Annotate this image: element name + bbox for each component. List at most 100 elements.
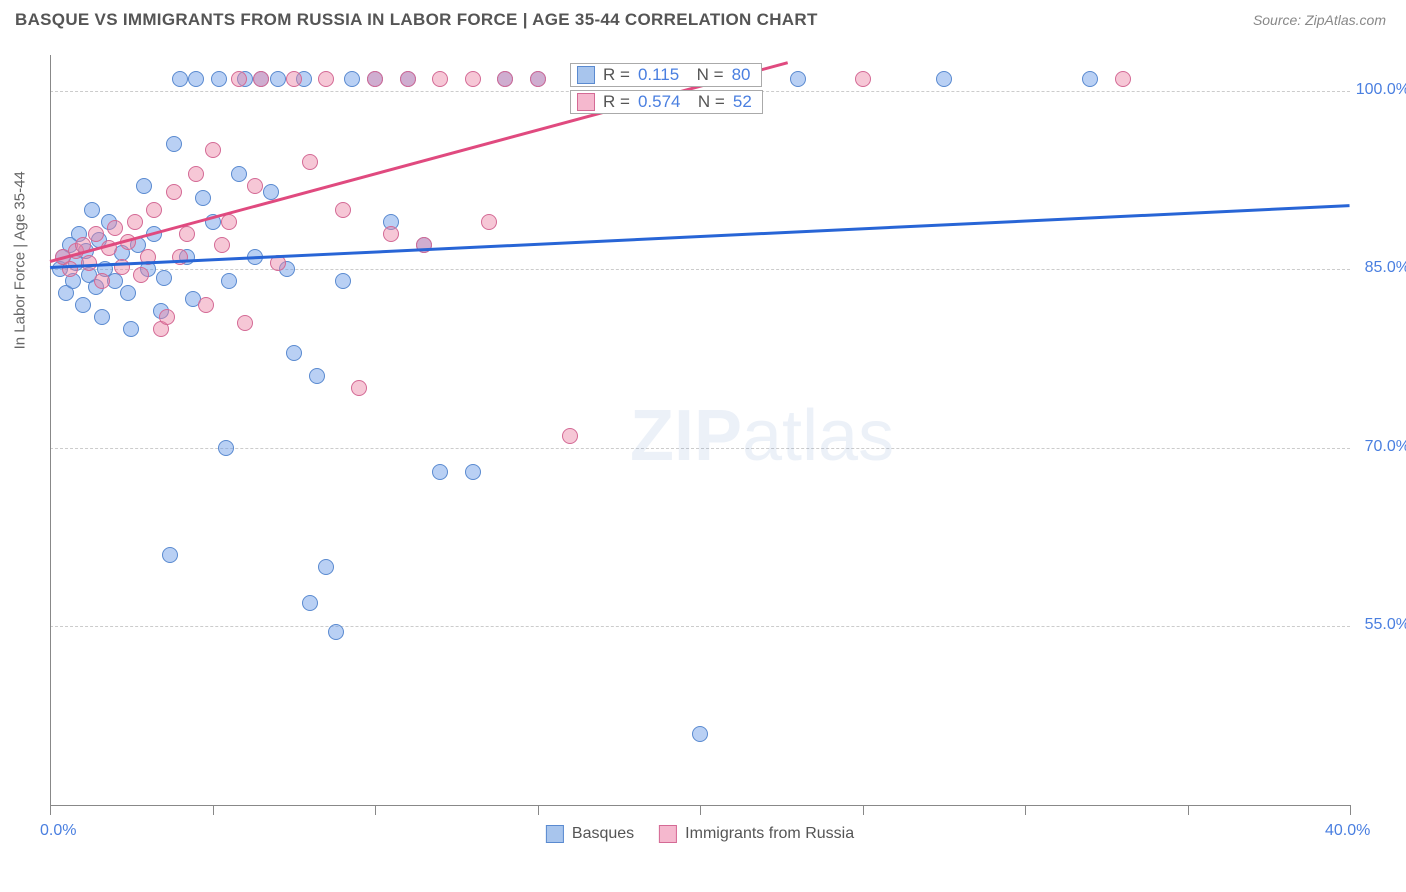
- data-point: [318, 71, 334, 87]
- x-tick: [1025, 805, 1026, 815]
- x-tick: [50, 805, 51, 815]
- n-label: N =: [687, 65, 723, 85]
- data-point: [231, 166, 247, 182]
- data-point: [94, 309, 110, 325]
- data-point: [263, 184, 279, 200]
- gridline: [50, 269, 1350, 270]
- data-point: [367, 71, 383, 87]
- data-point: [179, 226, 195, 242]
- y-axis: [50, 55, 51, 805]
- data-point: [328, 624, 344, 640]
- data-point: [94, 273, 110, 289]
- y-axis-label: In Labor Force | Age 35-44: [12, 171, 29, 349]
- source-attribution: Source: ZipAtlas.com: [1253, 12, 1386, 28]
- data-point: [120, 285, 136, 301]
- plot-area: 55.0%70.0%85.0%100.0%0.0%40.0%R =0.115 N…: [50, 55, 1350, 805]
- data-point: [159, 309, 175, 325]
- data-point: [432, 71, 448, 87]
- data-point: [1082, 71, 1098, 87]
- data-point: [383, 226, 399, 242]
- trend-line: [50, 204, 1350, 269]
- bottom-legend: Basques Immigrants from Russia: [546, 825, 854, 843]
- n-value: 52: [733, 92, 752, 112]
- data-point: [214, 237, 230, 253]
- data-point: [400, 71, 416, 87]
- data-point: [302, 154, 318, 170]
- data-point: [302, 595, 318, 611]
- legend-label: Basques: [572, 825, 634, 843]
- data-point: [84, 202, 100, 218]
- data-point: [166, 136, 182, 152]
- data-point: [188, 71, 204, 87]
- legend-swatch: [577, 66, 595, 84]
- data-point: [692, 726, 708, 742]
- legend-swatch: [659, 825, 677, 843]
- data-point: [790, 71, 806, 87]
- x-tick: [1188, 805, 1189, 815]
- data-point: [562, 428, 578, 444]
- data-point: [270, 71, 286, 87]
- data-point: [335, 273, 351, 289]
- stat-legend: R = 0.115 N = 80: [570, 63, 762, 87]
- data-point: [218, 440, 234, 456]
- y-tick-label: 55.0%: [1365, 616, 1406, 634]
- data-point: [88, 226, 104, 242]
- x-tick-label: 0.0%: [40, 822, 76, 840]
- data-point: [253, 71, 269, 87]
- data-point: [465, 464, 481, 480]
- data-point: [465, 71, 481, 87]
- data-point: [286, 345, 302, 361]
- data-point: [188, 166, 204, 182]
- x-tick: [1350, 805, 1351, 815]
- r-label: R =: [603, 92, 630, 112]
- data-point: [530, 71, 546, 87]
- data-point: [318, 559, 334, 575]
- data-point: [136, 178, 152, 194]
- data-point: [497, 71, 513, 87]
- data-point: [205, 142, 221, 158]
- data-point: [247, 178, 263, 194]
- x-tick: [538, 805, 539, 815]
- chart-header: BASQUE VS IMMIGRANTS FROM RUSSIA IN LABO…: [0, 0, 1406, 35]
- data-point: [166, 184, 182, 200]
- data-point: [107, 220, 123, 236]
- data-point: [62, 261, 78, 277]
- y-tick-label: 85.0%: [1365, 259, 1406, 277]
- r-value: 0.115: [638, 65, 679, 85]
- chart-title: BASQUE VS IMMIGRANTS FROM RUSSIA IN LABO…: [15, 10, 818, 30]
- data-point: [198, 297, 214, 313]
- data-point: [481, 214, 497, 230]
- x-tick: [213, 805, 214, 815]
- n-label: N =: [688, 92, 724, 112]
- x-tick: [863, 805, 864, 815]
- data-point: [211, 71, 227, 87]
- data-point: [195, 190, 211, 206]
- r-value: 0.574: [638, 92, 681, 112]
- data-point: [936, 71, 952, 87]
- data-point: [286, 71, 302, 87]
- data-point: [231, 71, 247, 87]
- stat-legend: R = 0.574 N = 52: [570, 90, 763, 114]
- gridline: [50, 448, 1350, 449]
- x-tick-label: 40.0%: [1325, 822, 1370, 840]
- x-tick: [375, 805, 376, 815]
- data-point: [309, 368, 325, 384]
- n-value: 80: [732, 65, 751, 85]
- r-label: R =: [603, 65, 630, 85]
- data-point: [133, 267, 149, 283]
- gridline: [50, 626, 1350, 627]
- legend-swatch: [577, 93, 595, 111]
- x-tick: [700, 805, 701, 815]
- data-point: [156, 270, 172, 286]
- y-tick-label: 70.0%: [1365, 438, 1406, 456]
- data-point: [127, 214, 143, 230]
- data-point: [123, 321, 139, 337]
- legend-label: Immigrants from Russia: [685, 825, 854, 843]
- data-point: [351, 380, 367, 396]
- data-point: [1115, 71, 1131, 87]
- data-point: [432, 464, 448, 480]
- y-tick-label: 100.0%: [1356, 81, 1406, 99]
- data-point: [855, 71, 871, 87]
- legend-item: Immigrants from Russia: [659, 825, 854, 843]
- data-point: [221, 273, 237, 289]
